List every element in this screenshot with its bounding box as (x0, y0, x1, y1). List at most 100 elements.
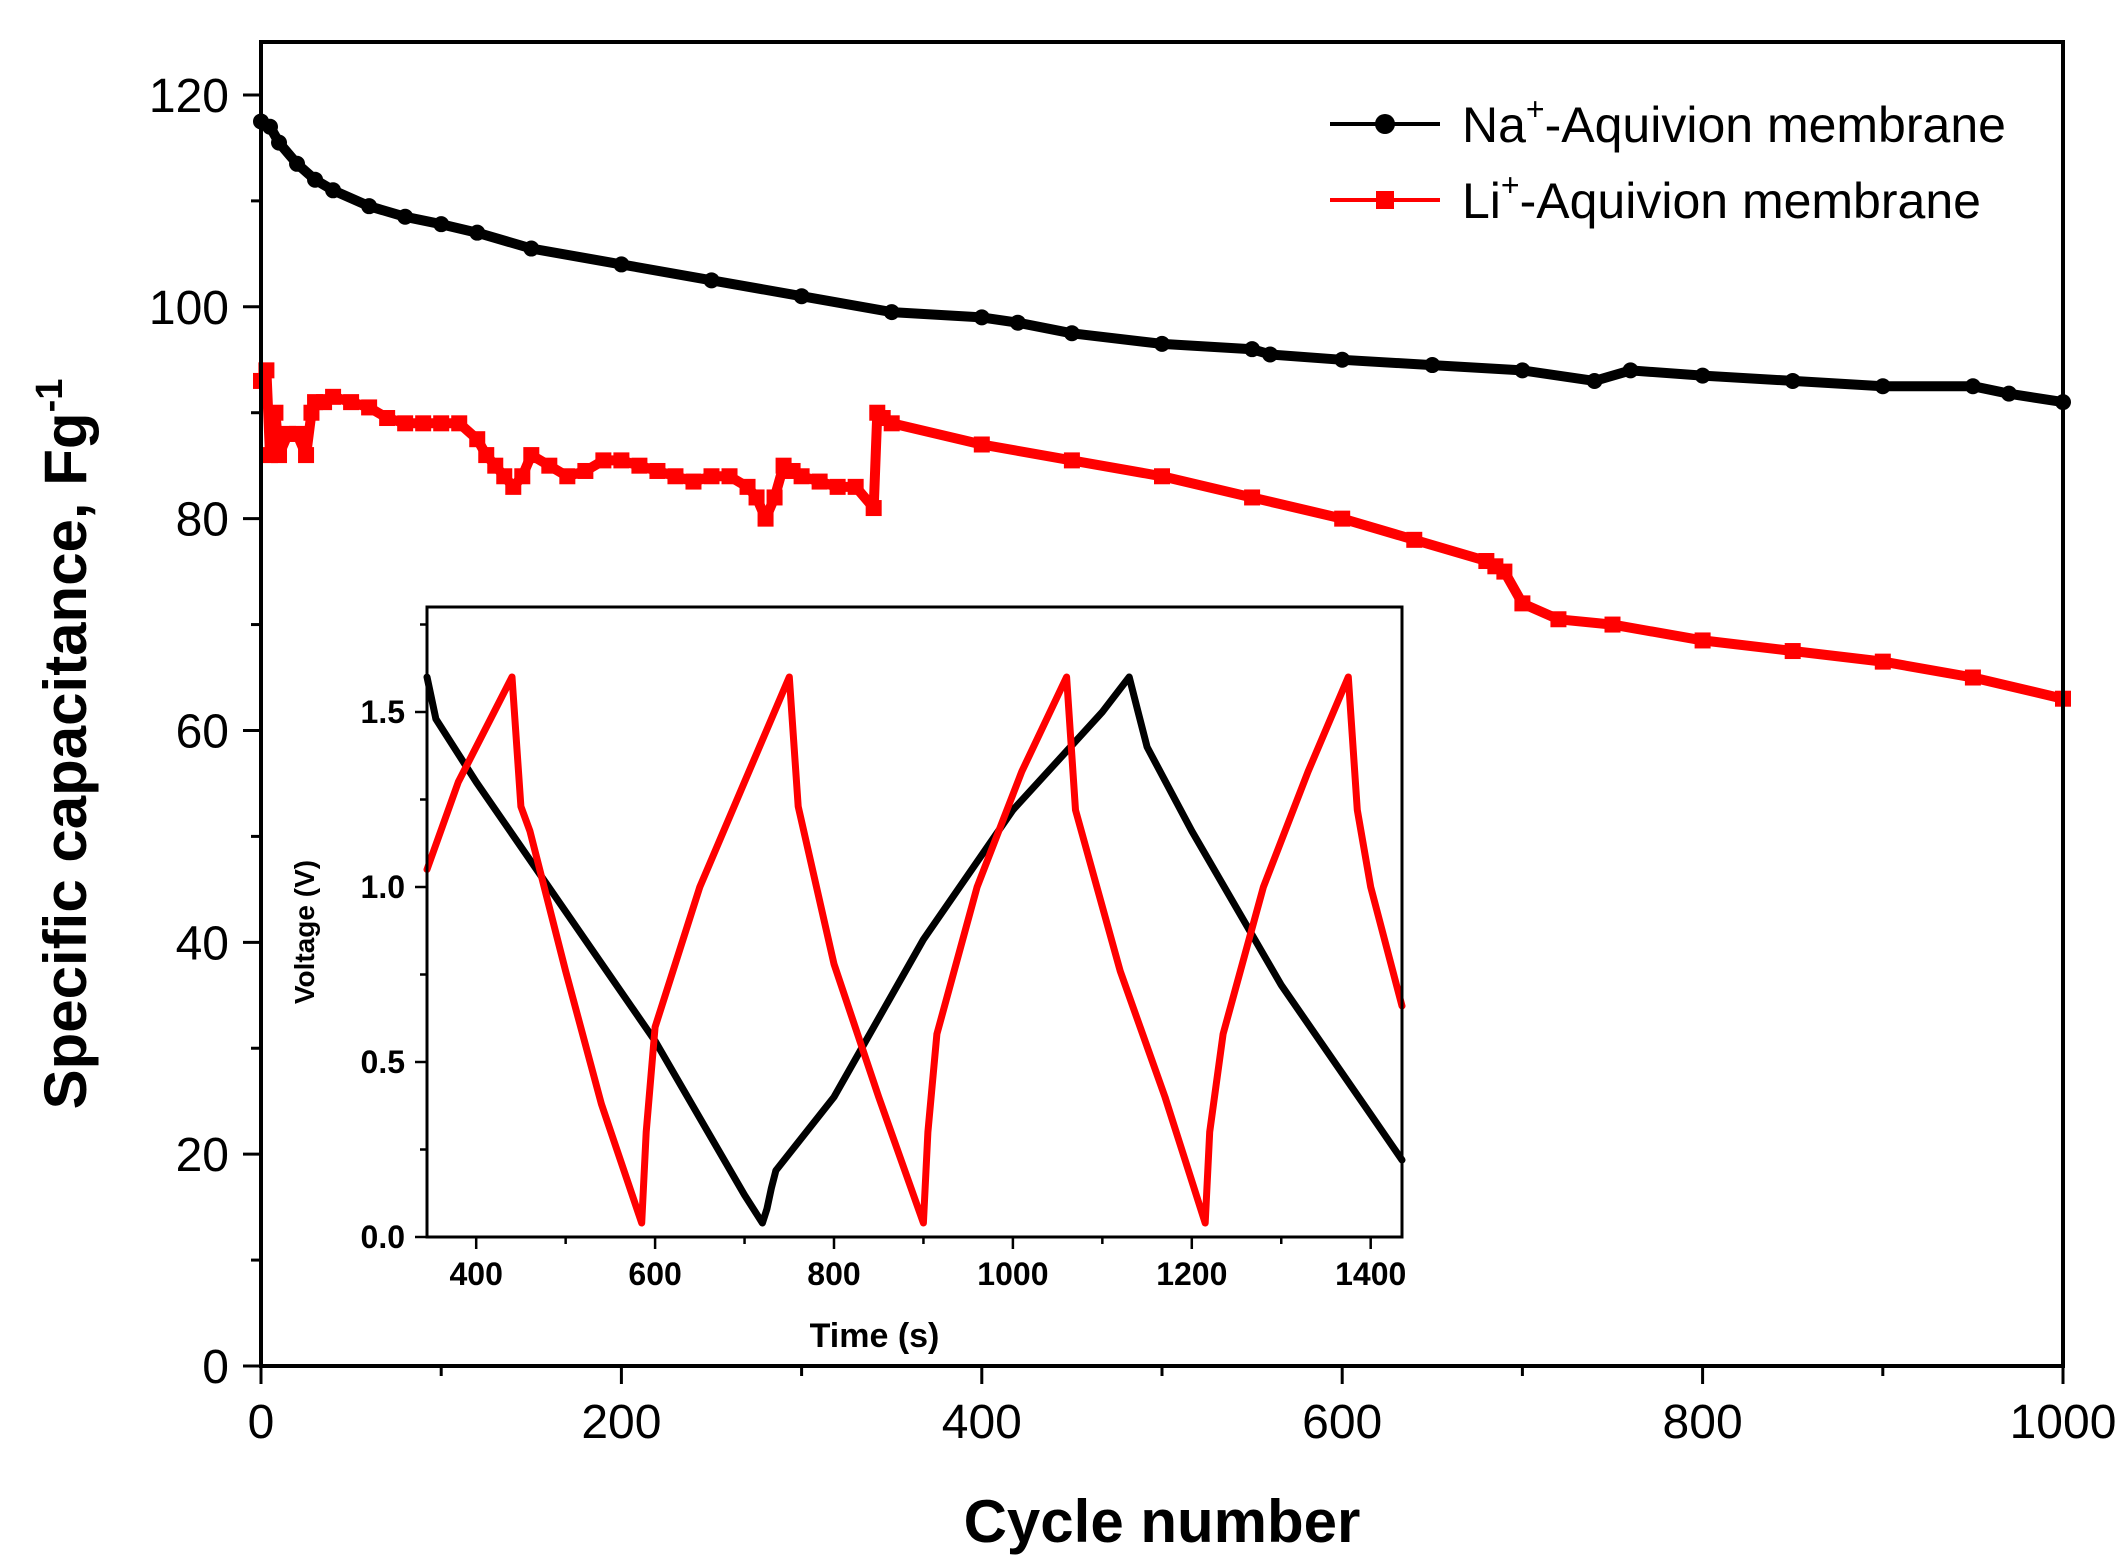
data-point (631, 457, 648, 474)
data-point (379, 410, 396, 427)
data-point (541, 457, 558, 474)
main-axis-ticks: 0 200 400 600 800 1000 0 20 40 60 80 100 120 (149, 70, 2116, 1449)
data-point (793, 288, 810, 305)
data-point (973, 436, 990, 453)
x-tick-label: 0 (248, 1396, 275, 1449)
data-point (1244, 341, 1261, 358)
data-point (595, 452, 612, 469)
inset-series-line-na (423, 673, 1406, 1227)
data-point (2000, 385, 2017, 402)
inset-plot: 400 600 800 1000 1200 1400 0.0 0.5 1.0 1.5 (361, 605, 1406, 1292)
inset-x-tick-label: 1400 (1335, 1256, 1406, 1292)
y-tick-label: 80 (176, 494, 229, 547)
data-point (883, 304, 900, 321)
data-point (1514, 595, 1531, 612)
data-point (325, 182, 342, 199)
data-point (1244, 489, 1261, 506)
data-point (1784, 372, 1801, 389)
x-tick-label: 200 (581, 1396, 661, 1449)
data-point (1424, 357, 1441, 374)
x-axis-title: Cycle number (964, 1488, 1361, 1555)
data-point (793, 468, 810, 485)
data-point (577, 462, 594, 479)
x-tick-label: 400 (942, 1396, 1022, 1449)
inset-series-line-li (423, 673, 1406, 1227)
main-plot: 0 200 400 600 800 1000 0 20 40 60 80 100 120 (149, 40, 2116, 1449)
data-point (1262, 346, 1279, 363)
data-point (883, 415, 900, 432)
data-point (865, 500, 882, 517)
data-point (361, 399, 378, 416)
data-point (1874, 653, 1891, 670)
inset-plot-frame (425, 605, 1404, 1239)
inset-series-layer (423, 673, 1406, 1227)
inset-y-tick-label: 1.0 (361, 869, 405, 905)
data-point (523, 240, 540, 257)
data-point (1154, 335, 1170, 352)
inset-x-tick-label: 800 (807, 1256, 860, 1292)
data-point (721, 468, 738, 485)
inset-y-tick-label: 0.5 (361, 1044, 405, 1080)
y-tick-label: 20 (176, 1129, 229, 1182)
y-tick-label: 120 (149, 70, 229, 123)
data-point (523, 447, 540, 464)
data-point (1622, 362, 1639, 379)
data-point (1514, 362, 1531, 379)
inset-x-tick-label: 400 (450, 1256, 503, 1292)
inset-x-tick-label: 1000 (977, 1256, 1048, 1292)
legend-label: Na+-Aquivion membrane (1462, 91, 2006, 153)
data-point (343, 394, 360, 411)
data-point (1964, 378, 1981, 395)
data-point (397, 208, 414, 225)
legend: Na+-Aquivion membrane Li+-Aquivion membra… (1330, 91, 2006, 229)
data-point (1964, 669, 1981, 686)
data-point (514, 468, 531, 485)
series-line-na (256, 116, 2068, 408)
legend-marker (1376, 191, 1394, 209)
legend-marker (1375, 114, 1395, 134)
y-tick-label: 0 (202, 1341, 229, 1394)
inset-y-axis-title: Voltage (V) (289, 860, 320, 1004)
data-point (433, 415, 450, 432)
data-point (1063, 452, 1080, 469)
x-tick-label: 1000 (2010, 1396, 2117, 1449)
main-series-layer (253, 113, 2071, 707)
data-point (757, 510, 774, 527)
data-point (973, 309, 990, 326)
data-point (1604, 616, 1621, 633)
data-point (748, 489, 765, 506)
data-point (685, 473, 702, 490)
data-point (262, 118, 279, 135)
data-point (667, 468, 684, 485)
data-point (289, 425, 306, 442)
data-point (415, 415, 432, 432)
data-point (613, 452, 630, 469)
data-point (289, 155, 306, 172)
data-point (703, 272, 720, 289)
data-point (1586, 372, 1603, 389)
y-axis-title-main: Specific capacitance, Fg (32, 412, 99, 1109)
y-tick-label: 40 (176, 917, 229, 970)
data-point (703, 468, 720, 485)
inset-background (427, 607, 1402, 1237)
svg-text:Specific capacitance, Fg-1: Specific capacitance, Fg-1 (29, 379, 99, 1110)
data-point (766, 489, 783, 506)
y-tick-label: 60 (176, 705, 229, 758)
data-point (811, 473, 828, 490)
inset-x-tick-label: 600 (628, 1256, 681, 1292)
data-point (1406, 531, 1423, 548)
data-point (829, 478, 846, 495)
data-point (433, 216, 450, 233)
y-tick-label: 100 (149, 282, 229, 335)
data-point (307, 171, 324, 188)
legend-label: Li+-Aquivion membrane (1462, 167, 1981, 229)
data-point (613, 256, 630, 273)
data-point (1063, 325, 1080, 342)
data-point (325, 388, 342, 405)
inset-axis-ticks: 400 600 800 1000 1200 1400 0.0 0.5 1.0 1.5 (361, 623, 1406, 1292)
data-point (1874, 378, 1891, 395)
data-point (469, 224, 486, 241)
inset-y-tick-label: 0.0 (361, 1219, 405, 1255)
data-point (1009, 314, 1026, 331)
